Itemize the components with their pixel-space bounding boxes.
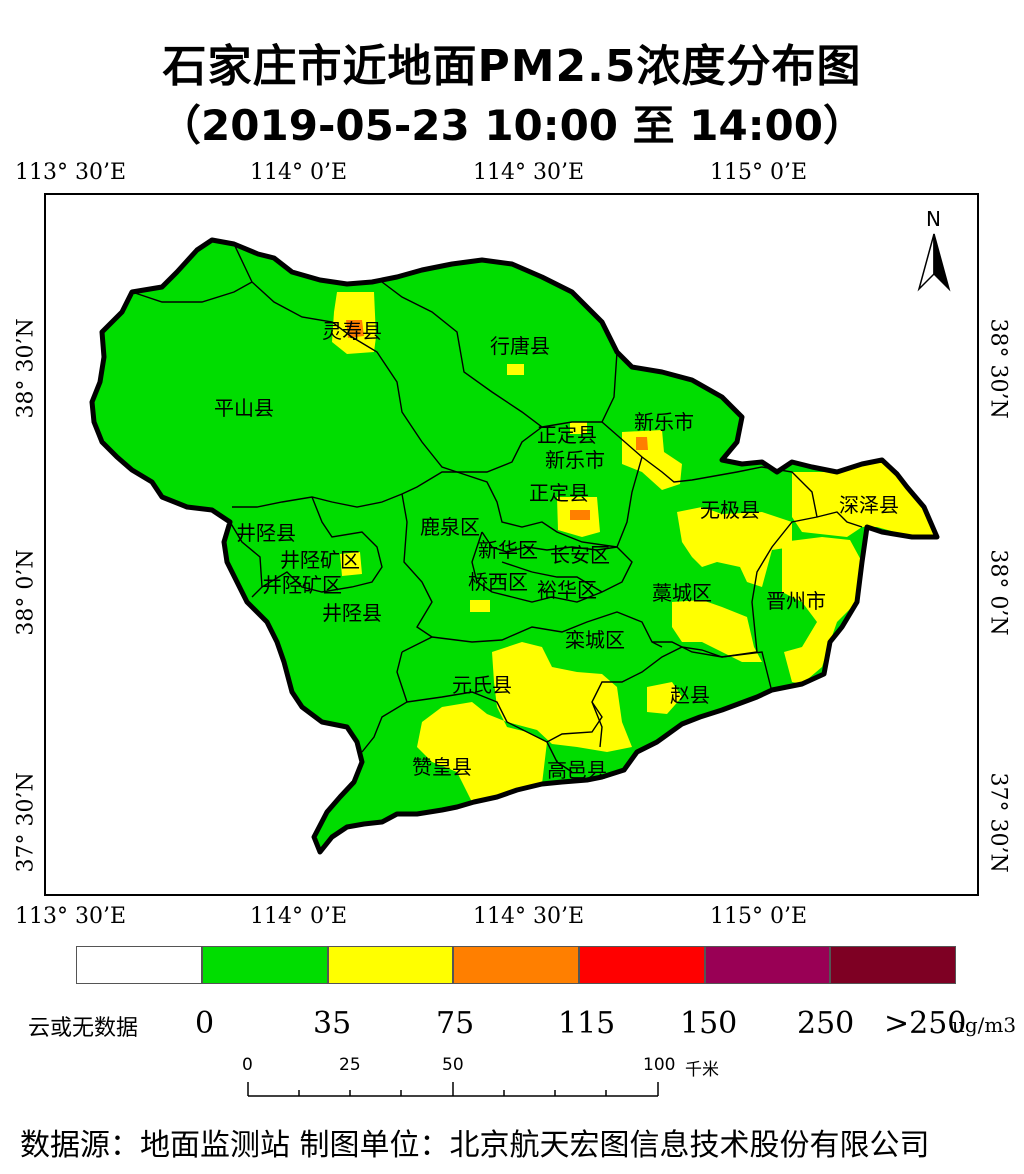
legend-break-label: 35 bbox=[313, 1006, 352, 1041]
pm25-zone-yellow bbox=[672, 600, 762, 662]
district-label: 栾城区 bbox=[565, 628, 625, 652]
district-label: 正定县 bbox=[537, 423, 597, 447]
lon-label-bottom: 114° 0’E bbox=[250, 904, 348, 929]
city-boundary bbox=[89, 237, 940, 855]
lon-label-bottom: 113° 30’E bbox=[15, 904, 127, 929]
scale-tick-label: 25 bbox=[339, 1055, 361, 1075]
legend-swatch-35-75 bbox=[328, 946, 453, 984]
pm25-zone-yellow bbox=[470, 600, 490, 612]
pm25-zone-orange bbox=[570, 510, 590, 520]
map-title: 石家庄市近地面PM2.5浓度分布图 bbox=[162, 41, 862, 92]
district-label: 行唐县 bbox=[490, 334, 550, 358]
map-frame: 灵寿县 行唐县 平山县 新乐市 正定县 新乐市 正定县 新华区 长安区 无极县 … bbox=[44, 193, 979, 896]
pm25-zone-yellow bbox=[647, 682, 682, 714]
district-label: 长安区 bbox=[550, 543, 610, 567]
legend-swatch-nodata bbox=[76, 946, 202, 984]
district-label: 正定县 bbox=[529, 481, 589, 505]
district-label: 高邑县 bbox=[547, 758, 607, 782]
north-arrow: N bbox=[917, 207, 951, 292]
lon-label-top: 113° 30’E bbox=[15, 160, 127, 185]
district-label: 新华区 bbox=[478, 538, 538, 562]
district-label: 新乐市 bbox=[634, 410, 694, 434]
pm25-zone-yellow bbox=[782, 537, 862, 684]
lon-label-bottom: 115° 0’E bbox=[710, 904, 808, 929]
scale-unit-label: 千米 bbox=[685, 1060, 719, 1080]
legend-swatch-75-115 bbox=[453, 946, 579, 984]
district-label: 井陉矿区 bbox=[262, 573, 342, 597]
legend-break-label: 115 bbox=[558, 1006, 616, 1041]
district-label: 灵寿县 bbox=[322, 319, 382, 343]
pm25-zone-yellow bbox=[507, 364, 524, 375]
pm25-region-fill bbox=[92, 240, 937, 852]
district-boundaries bbox=[131, 243, 863, 773]
lat-label-right: 37° 30’N bbox=[985, 772, 1011, 873]
legend-swatch-115-150 bbox=[579, 946, 705, 984]
district-label: 新乐市 bbox=[545, 448, 605, 472]
map-subtitle: （2019-05-23 10:00 至 14:00） bbox=[159, 101, 865, 150]
lat-label-left: 38° 0’N bbox=[13, 549, 39, 636]
north-arrow-icon bbox=[917, 233, 935, 292]
pm25-zone-yellow bbox=[570, 422, 587, 434]
scale-bar bbox=[247, 1082, 659, 1097]
district-label: 裕华区 bbox=[537, 578, 597, 602]
district-label: 深泽县 bbox=[839, 493, 899, 517]
district-label: 无极县 bbox=[700, 498, 760, 522]
scale-tick-label: 0 bbox=[242, 1055, 253, 1075]
north-arrow-label: N bbox=[926, 207, 941, 231]
legend-swatch-over-250 bbox=[830, 946, 956, 984]
scale-tick-label: 50 bbox=[442, 1055, 464, 1075]
lon-label-top: 114° 30’E bbox=[473, 160, 585, 185]
pm25-zone-yellow bbox=[792, 460, 937, 537]
pm25-zone-yellow bbox=[340, 552, 362, 576]
district-label: 晋州市 bbox=[766, 589, 826, 613]
lon-label-top: 114° 0’E bbox=[250, 160, 348, 185]
legend-swatch-0-35 bbox=[202, 946, 328, 984]
district-label: 桥西区 bbox=[468, 570, 528, 594]
district-label: 赞皇县 bbox=[412, 755, 472, 779]
lat-label-right: 38° 0’N bbox=[985, 549, 1011, 636]
district-label: 井陉县 bbox=[236, 521, 296, 545]
legend-break-label: 0 bbox=[195, 1006, 215, 1041]
district-label: 井陉县 bbox=[322, 601, 382, 625]
map-canvas: 灵寿县 行唐县 平山县 新乐市 正定县 新乐市 正定县 新华区 长安区 无极县 … bbox=[89, 207, 951, 855]
pm25-zone-orange bbox=[636, 437, 648, 450]
district-label: 藁城区 bbox=[652, 581, 712, 605]
legend-break-label: 75 bbox=[436, 1006, 475, 1041]
district-label: 鹿泉区 bbox=[420, 515, 480, 539]
lon-label-top: 115° 0’E bbox=[710, 160, 808, 185]
district-label: 井陉矿区 bbox=[280, 548, 360, 572]
legend-unit-label: ug/m3 bbox=[952, 1013, 1017, 1037]
lat-label-left: 38° 30’N bbox=[13, 318, 39, 419]
lat-label-right: 38° 30’N bbox=[985, 318, 1011, 419]
district-label: 赵县 bbox=[670, 683, 710, 707]
legend-nodata-label: 云或无数据 bbox=[28, 1016, 139, 1041]
pm25-zone-orange bbox=[346, 320, 364, 338]
legend-swatch-150-250 bbox=[705, 946, 830, 984]
lat-label-left: 37° 30’N bbox=[13, 772, 39, 873]
scale-tick-label: 100 bbox=[643, 1055, 676, 1075]
data-source-note: 数据源：地面监测站 制图单位：北京航天宏图信息技术股份有限公司 bbox=[20, 1128, 930, 1163]
legend-break-label: 150 bbox=[680, 1006, 738, 1041]
pm25-zone-yellow bbox=[417, 642, 632, 802]
legend-break-label: 250 bbox=[797, 1006, 855, 1041]
district-label: 元氏县 bbox=[452, 673, 512, 697]
legend-break-label: >250 bbox=[884, 1006, 967, 1041]
lon-label-bottom: 114° 30’E bbox=[473, 904, 585, 929]
pm25-zone-yellow bbox=[677, 507, 792, 587]
district-label: 平山县 bbox=[214, 396, 274, 420]
